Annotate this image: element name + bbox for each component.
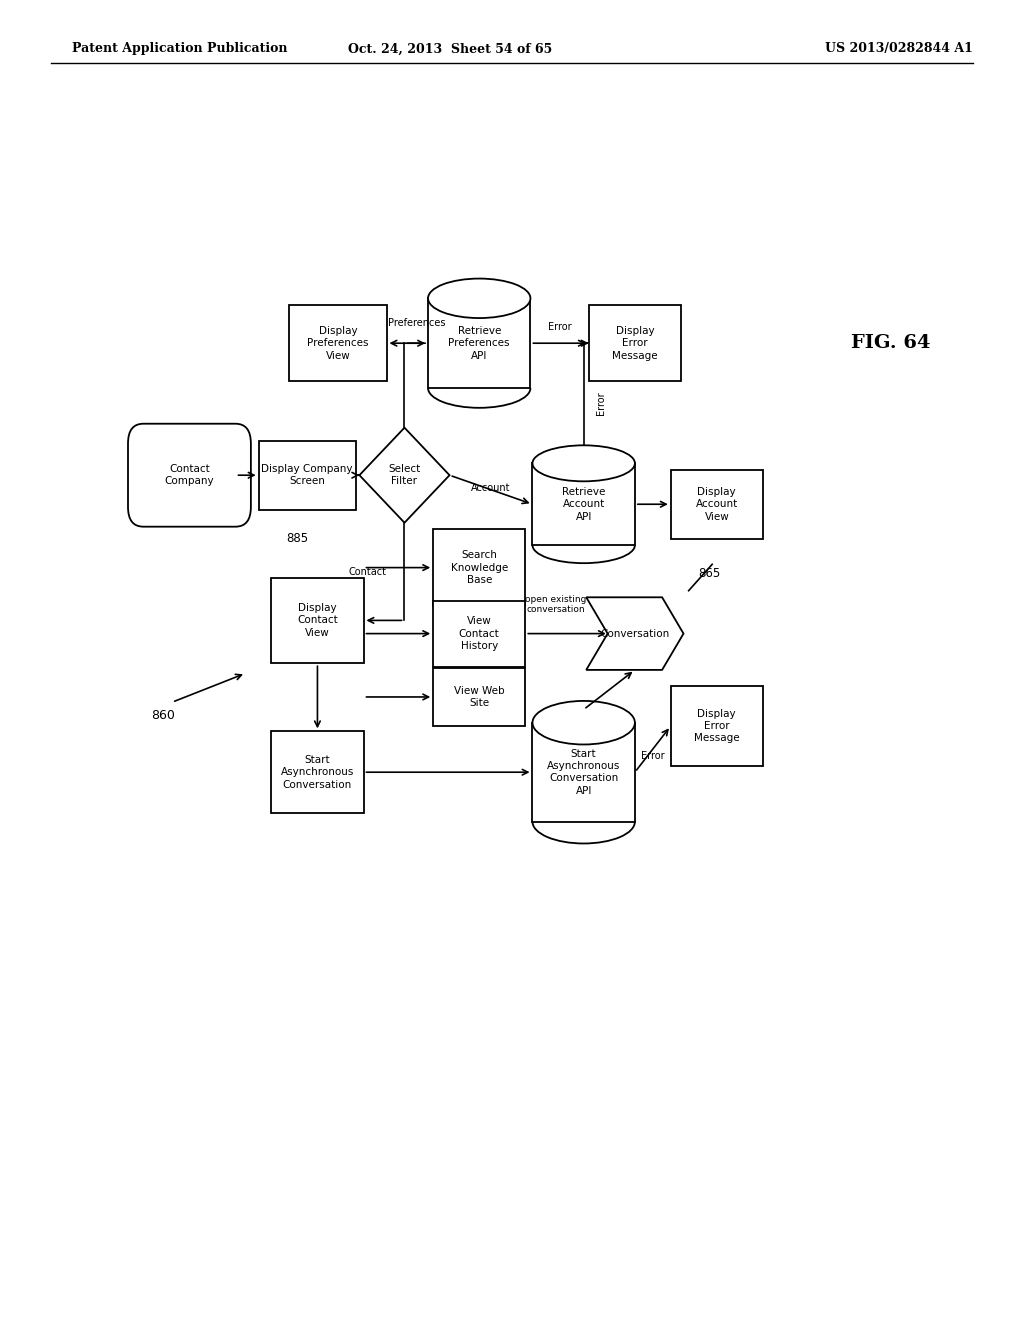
Text: Start
Asynchronous
Conversation
API: Start Asynchronous Conversation API — [547, 748, 621, 796]
Text: Account: Account — [471, 483, 511, 494]
Bar — [258, 441, 356, 510]
Bar — [271, 731, 364, 813]
Text: Preferences: Preferences — [387, 318, 445, 329]
Ellipse shape — [532, 445, 635, 482]
FancyBboxPatch shape — [128, 424, 251, 527]
Text: Display
Contact
View: Display Contact View — [297, 603, 338, 638]
Polygon shape — [586, 597, 684, 671]
Text: FIG. 64: FIG. 64 — [851, 334, 931, 352]
Bar — [433, 601, 525, 667]
Text: Display
Error
Message: Display Error Message — [694, 709, 739, 743]
Text: Search
Knowledge
Base: Search Knowledge Base — [451, 550, 508, 585]
Ellipse shape — [428, 279, 530, 318]
Text: 860: 860 — [152, 709, 175, 722]
Text: Contact: Contact — [348, 566, 386, 577]
Bar — [589, 305, 681, 381]
Text: Display Company
Screen: Display Company Screen — [261, 465, 353, 486]
Text: US 2013/0282844 A1: US 2013/0282844 A1 — [825, 42, 973, 55]
Bar — [532, 463, 635, 545]
Text: Retrieve
Preferences
API: Retrieve Preferences API — [449, 326, 510, 360]
Bar — [671, 686, 763, 766]
Text: Retrieve
Account
API: Retrieve Account API — [562, 487, 605, 521]
Bar — [532, 722, 635, 821]
Bar — [271, 578, 364, 663]
Polygon shape — [359, 428, 450, 523]
Text: 865: 865 — [698, 568, 720, 579]
Bar — [433, 668, 525, 726]
Text: Display
Error
Message: Display Error Message — [612, 326, 657, 360]
Bar — [290, 305, 387, 381]
Text: Oct. 24, 2013  Sheet 54 of 65: Oct. 24, 2013 Sheet 54 of 65 — [348, 42, 553, 55]
Text: Start
Asynchronous
Conversation: Start Asynchronous Conversation — [281, 755, 354, 789]
Text: open existing
conversation: open existing conversation — [525, 595, 587, 614]
Text: Patent Application Publication: Patent Application Publication — [72, 42, 287, 55]
Text: Error: Error — [596, 392, 606, 414]
Text: Contact
Company: Contact Company — [165, 465, 214, 486]
Text: 885: 885 — [286, 532, 308, 545]
Ellipse shape — [532, 701, 635, 744]
Text: View
Contact
History: View Contact History — [459, 616, 500, 651]
Text: Select
Filter: Select Filter — [388, 465, 421, 486]
Text: Error: Error — [641, 751, 665, 762]
Bar — [428, 298, 530, 388]
Text: Conversation: Conversation — [600, 628, 670, 639]
Text: Display
Account
View: Display Account View — [695, 487, 738, 521]
Text: Display
Preferences
View: Display Preferences View — [307, 326, 369, 360]
Text: Error: Error — [548, 322, 571, 333]
Bar — [433, 529, 525, 606]
Text: View Web
Site: View Web Site — [454, 686, 505, 708]
Bar — [671, 470, 763, 539]
